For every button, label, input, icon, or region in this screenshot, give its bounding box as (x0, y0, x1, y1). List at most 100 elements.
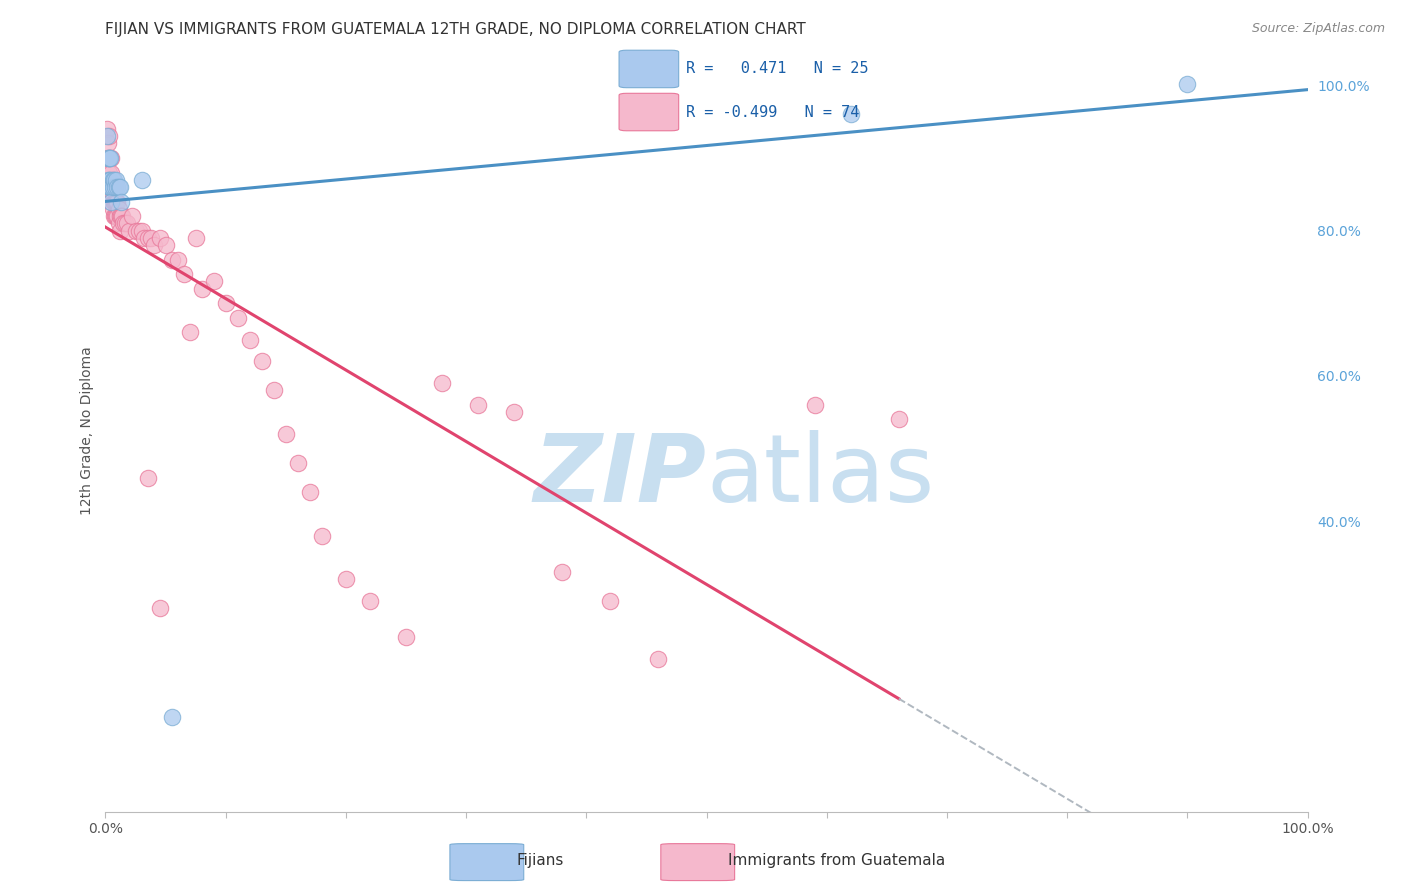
FancyBboxPatch shape (661, 844, 734, 880)
Point (108, 180, 131, 194)
Point (97, 151, 120, 165)
Point (103, 180, 125, 194)
Point (160, 252, 183, 267)
Point (97, 136, 120, 151)
Point (104, 180, 127, 194)
Point (107, 202, 129, 216)
Point (359, 594, 381, 608)
Point (887, 412, 910, 426)
Point (100, 165, 122, 179)
Point (110, 194, 132, 209)
Point (226, 310, 249, 325)
Point (96, 122, 118, 136)
Point (311, 529, 333, 543)
Point (100, 180, 122, 194)
Text: ZIP: ZIP (534, 430, 707, 522)
Point (104, 209, 127, 223)
Point (142, 238, 165, 252)
Point (98, 180, 121, 194)
Point (214, 296, 236, 310)
Point (107, 180, 129, 194)
Point (274, 427, 297, 442)
Point (101, 180, 124, 194)
Point (131, 224, 153, 238)
Point (803, 398, 825, 412)
Point (114, 216, 136, 230)
Point (239, 333, 262, 347)
FancyBboxPatch shape (450, 844, 524, 880)
Point (148, 601, 170, 615)
Point (184, 231, 207, 245)
Point (98, 151, 121, 165)
Y-axis label: 12th Grade, No Diploma: 12th Grade, No Diploma (80, 346, 94, 515)
Point (503, 405, 526, 419)
Point (108, 209, 131, 223)
Point (647, 652, 669, 666)
Point (118, 224, 141, 238)
Point (104, 194, 127, 209)
Text: Source: ZipAtlas.com: Source: ZipAtlas.com (1251, 22, 1385, 36)
Point (107, 194, 129, 209)
FancyBboxPatch shape (619, 94, 679, 131)
Point (148, 231, 170, 245)
Point (108, 224, 131, 238)
Text: R =   0.471   N = 25: R = 0.471 N = 25 (686, 62, 869, 77)
Point (101, 173, 124, 187)
Point (97, 151, 120, 165)
Point (263, 384, 285, 398)
Point (139, 231, 162, 245)
Point (110, 209, 132, 223)
Point (250, 354, 273, 368)
Point (100, 194, 122, 209)
Point (98, 173, 121, 187)
Point (101, 187, 124, 202)
Point (98, 173, 121, 187)
Point (104, 180, 127, 194)
Point (107, 216, 129, 230)
Point (107, 180, 129, 194)
Point (97, 173, 120, 187)
Point (103, 173, 125, 187)
Point (136, 470, 159, 484)
Point (105, 209, 128, 223)
Point (98, 173, 121, 187)
Point (430, 376, 453, 391)
Point (839, 107, 862, 121)
Point (599, 594, 621, 608)
Point (98, 151, 121, 165)
Point (98, 151, 121, 165)
Point (179, 326, 201, 340)
Point (131, 173, 153, 187)
Point (395, 631, 418, 645)
Point (155, 238, 177, 252)
Text: Fijians: Fijians (517, 854, 564, 868)
Point (105, 173, 128, 187)
Point (202, 275, 225, 289)
Point (173, 267, 195, 281)
Point (121, 209, 143, 223)
Point (124, 224, 146, 238)
Point (98, 180, 121, 194)
Point (98, 129, 121, 144)
Point (335, 572, 357, 586)
Point (98, 180, 121, 194)
Point (115, 216, 138, 230)
Point (551, 565, 574, 579)
Point (107, 209, 129, 223)
Point (100, 180, 122, 194)
Point (160, 710, 183, 724)
Point (105, 194, 128, 209)
Point (1175, 77, 1198, 91)
Point (98, 151, 121, 165)
Text: FIJIAN VS IMMIGRANTS FROM GUATEMALA 12TH GRADE, NO DIPLOMA CORRELATION CHART: FIJIAN VS IMMIGRANTS FROM GUATEMALA 12TH… (105, 22, 806, 37)
Point (287, 456, 309, 470)
Point (136, 231, 159, 245)
Point (132, 231, 155, 245)
Point (128, 224, 150, 238)
FancyBboxPatch shape (619, 50, 679, 87)
Point (98, 165, 121, 179)
Point (112, 216, 135, 230)
Point (96, 129, 118, 144)
Point (100, 194, 122, 209)
Point (103, 209, 125, 223)
